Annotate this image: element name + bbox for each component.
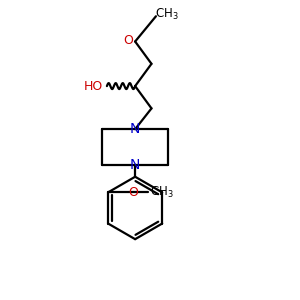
Text: N: N: [130, 158, 140, 172]
Text: CH$_3$: CH$_3$: [154, 7, 178, 22]
Text: N: N: [130, 122, 140, 136]
Text: HO: HO: [84, 80, 103, 93]
Text: CH$_3$: CH$_3$: [150, 185, 173, 200]
Text: O: O: [124, 34, 134, 46]
Text: O: O: [128, 186, 138, 199]
